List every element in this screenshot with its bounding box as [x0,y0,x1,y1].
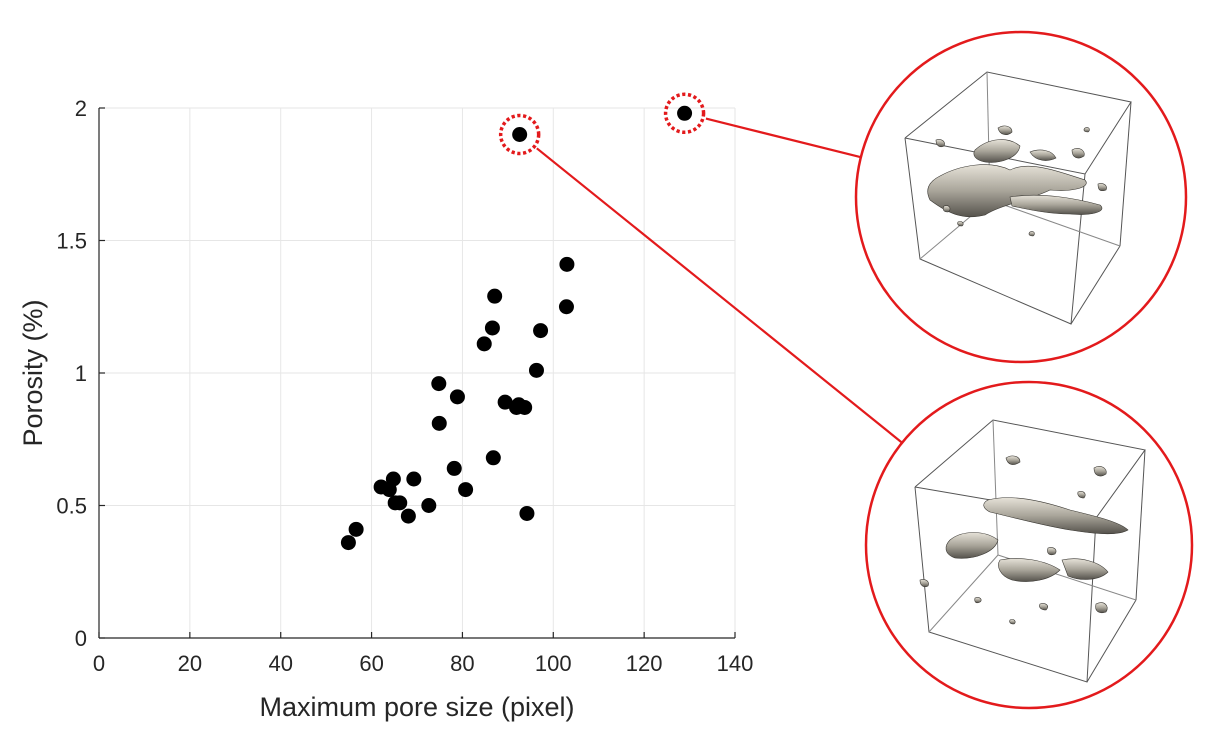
x-axis-label: Maximum pore size (pixel) [259,692,574,722]
grid [99,107,736,638]
inset-connector-line [705,117,862,159]
inset-top [854,30,1188,364]
scatter-point [487,288,503,304]
scatter-point [458,482,474,498]
inset-bottom-frame [864,380,1194,710]
tick-labels: 0 20 40 60 80 100 120 140 0 0.5 1 1.5 2 [56,96,753,676]
scatter-point [519,505,535,521]
scatter-point [533,323,549,339]
x-tick-label: 120 [626,651,663,676]
scatter-point [512,127,528,142]
scatter-point [385,471,401,487]
x-tick-label: 40 [268,651,292,676]
y-tick-label: 2 [75,96,87,121]
connectors [536,117,903,444]
x-tick-label: 100 [535,651,572,676]
inset-bottom [864,380,1194,710]
inset-top-frame [854,30,1188,364]
y-tick-label: 0.5 [56,494,87,519]
scatter-point [484,320,500,336]
scatter-point [400,508,416,524]
highlight-rings [498,92,706,156]
y-tick-label: 1 [75,361,87,386]
scatter-point [348,521,364,537]
x-tick-label: 60 [359,651,383,676]
scatter-point [446,460,462,476]
highlight-ring [498,113,541,156]
scatter-point [431,415,447,431]
scatter-point [406,471,422,487]
x-tick-label: 140 [717,651,754,676]
scatter-point [340,535,356,551]
scatter-point [497,394,513,410]
scatter-point [431,376,447,392]
scatter-point [517,399,533,415]
scatter-point [449,389,465,405]
x-tick-label: 20 [178,651,202,676]
y-axis-label: Porosity (%) [18,299,48,446]
y-tick-label: 1.5 [56,229,87,254]
scatter-point [485,450,501,466]
scatter-point [421,498,437,513]
y-tick-label: 0 [75,626,87,651]
scatter-points [340,105,693,551]
inset-connector-line [536,147,903,444]
scatter-point [677,105,693,121]
scatter-point [476,336,492,352]
scatter-point [528,362,544,378]
scatter-point [392,495,408,511]
ticks [98,107,736,639]
x-tick-label: 0 [93,651,105,676]
x-tick-label: 80 [450,651,474,676]
scatter-point [559,256,575,272]
scatter-point [558,299,574,315]
highlight-ring [663,92,706,135]
inset-top-render [904,71,1132,325]
inset-bottom-render [914,419,1146,683]
